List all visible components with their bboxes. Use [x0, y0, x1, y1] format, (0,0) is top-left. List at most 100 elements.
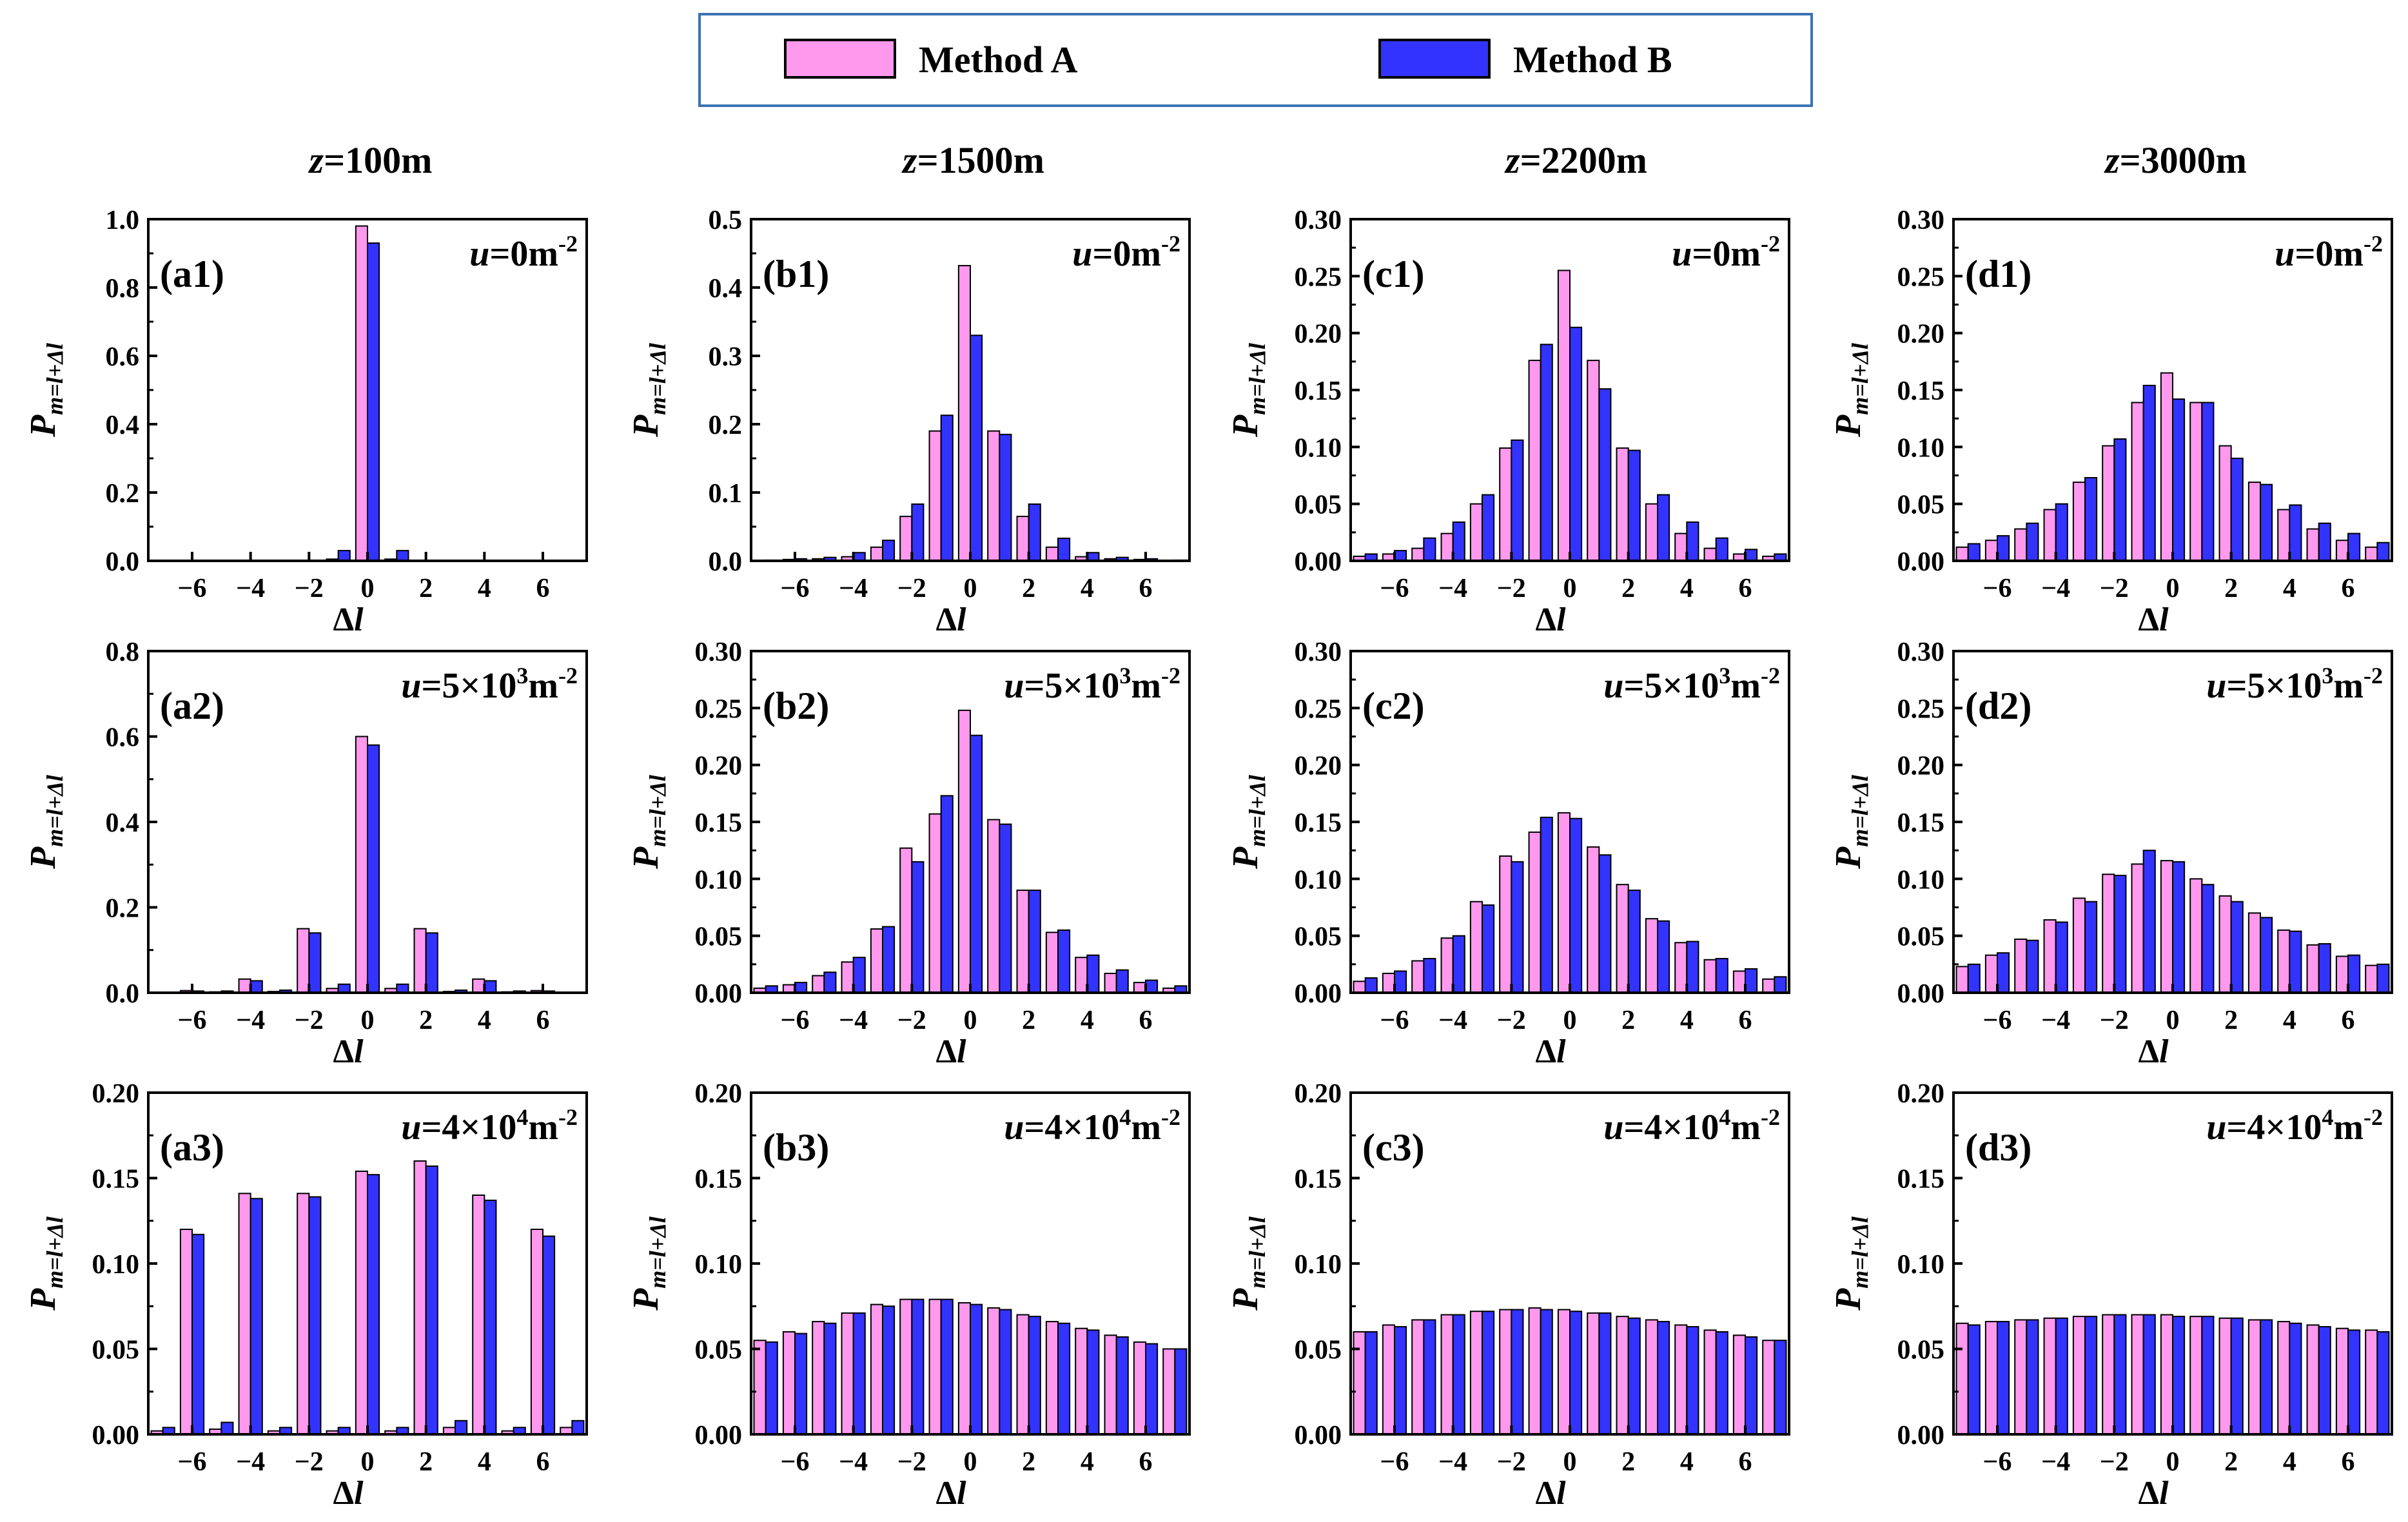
bar-method-b	[1627, 1317, 1641, 1436]
bar-method-b	[425, 1165, 438, 1435]
panel-annotation: u=5×103m-2	[1603, 663, 1780, 706]
x-axis-label-symbol: Δ	[2138, 601, 2159, 638]
bar-method-b	[396, 550, 409, 561]
bar-method-b	[1394, 1326, 1407, 1436]
annotation-var: u	[2275, 234, 2295, 274]
bar-method-b	[1115, 1336, 1129, 1435]
bar-method-b	[940, 415, 954, 561]
panel-annotation: u=0m-2	[2275, 231, 2383, 274]
bar-method-a	[2335, 1327, 2349, 1435]
annotation-unit: m	[1131, 666, 1161, 706]
panels: 0.0 0.2 0.4 0.6 0.8 1.0 −6 −4 −2 0 2 4 6 Δl Pm=l+Δl (a1…	[23, 206, 2393, 1512]
bar-method-b	[308, 1196, 322, 1436]
y-tick-label: 0.2	[106, 479, 140, 509]
x-tick-label: 6	[1739, 1006, 1752, 1035]
y-tick-label: 0.25	[1295, 262, 1342, 292]
bar-method-a	[1016, 516, 1030, 561]
bar-method-b	[2113, 1314, 2127, 1435]
bar-method-b	[2084, 1316, 2098, 1436]
bar-method-b	[1057, 929, 1071, 993]
bar-method-b	[2376, 963, 2390, 993]
panel-label: (c1)	[1362, 253, 1425, 295]
x-axis-label-var: l	[1556, 1475, 1566, 1512]
x-tick-label: −4	[236, 1447, 265, 1477]
bar-method-b	[2230, 458, 2244, 561]
bar-method-b	[1511, 439, 1524, 561]
y-tick-label: 0.10	[1897, 433, 1945, 463]
bar-method-a	[1955, 1322, 1969, 1435]
x-tick-label: −2	[897, 1006, 926, 1035]
bar-method-b	[2201, 1316, 2215, 1436]
x-tick-label: 2	[1022, 1006, 1035, 1035]
annotation-unit-exponent: -2	[1161, 231, 1180, 257]
x-axis-label-var: l	[1556, 1033, 1566, 1070]
bar-method-a	[1133, 1341, 1146, 1435]
x-tick-label: 4	[478, 1447, 491, 1477]
y-tick-label: 0.25	[1295, 694, 1342, 724]
bar-method-b	[191, 1233, 205, 1435]
bar-method-a	[1075, 957, 1088, 993]
x-tick-label: −2	[897, 574, 926, 603]
bar-method-b	[2055, 503, 2068, 561]
x-axis-label: Δl	[2138, 1475, 2169, 1512]
y-tick-label: 0.0	[106, 547, 140, 577]
column-title-var: z	[901, 139, 917, 181]
annotation-text: =0m	[1692, 234, 1761, 274]
bar-method-b	[1394, 970, 1407, 994]
x-tick-label: 2	[1621, 1006, 1635, 1035]
bar-method-b	[1540, 1309, 1553, 1436]
bar-method-a	[1762, 1340, 1776, 1435]
bar-method-b	[1540, 344, 1553, 562]
bar-method-b	[425, 932, 438, 993]
y-axis-label-subscript: m=l+Δl	[645, 343, 671, 415]
x-axis-label: Δl	[333, 1033, 364, 1070]
bar-method-a	[2365, 964, 2378, 993]
x-tick-label: 2	[419, 1447, 433, 1477]
bar-method-b	[2318, 522, 2331, 562]
annotation-exponent: 4	[516, 1104, 528, 1130]
x-axis-label-symbol: Δ	[333, 1033, 354, 1070]
x-tick-label: −2	[2100, 574, 2129, 603]
y-axis-label-base: P	[1828, 415, 1868, 438]
bar-method-b	[484, 1199, 497, 1435]
bar-method-a	[2247, 482, 2262, 561]
x-tick-label: 4	[2283, 574, 2296, 603]
annotation-unit-exponent: -2	[1161, 663, 1180, 688]
x-tick-label: −2	[897, 1447, 926, 1477]
bar-method-b	[882, 926, 896, 994]
bar-method-b	[794, 1332, 808, 1435]
y-axis-label-subscript: m=l+Δl	[645, 775, 671, 847]
x-axis-label-var: l	[2159, 1475, 2169, 1512]
bar-method-a	[2160, 860, 2174, 993]
y-tick-label: 0.00	[1295, 547, 1342, 577]
bar-method-a	[2189, 878, 2203, 993]
bar-method-b	[1715, 958, 1728, 993]
bar-method-b	[1745, 549, 1758, 562]
bar-method-b	[1452, 935, 1465, 994]
bar-method-b	[1145, 1343, 1159, 1436]
bar-method-a	[1133, 982, 1146, 993]
y-tick-label: 1.0	[106, 206, 140, 235]
y-tick-label: 0.00	[1897, 547, 1945, 577]
y-tick-label: 0.00	[92, 1421, 140, 1450]
annotation-unit: m	[1730, 666, 1761, 706]
x-tick-label: 4	[1081, 1447, 1094, 1477]
x-tick-label: 0	[361, 574, 375, 603]
bar-method-a	[928, 813, 942, 993]
annotation-exponent: 3	[1719, 663, 1730, 688]
bar-method-b	[2230, 901, 2244, 994]
bar-method-a	[870, 546, 883, 561]
annotation-unit-exponent: -2	[1761, 663, 1780, 688]
bar-method-a	[957, 1302, 971, 1435]
y-tick-label: 0.20	[1295, 752, 1342, 781]
bar-method-b	[1627, 890, 1641, 993]
panel-label: (a3)	[160, 1126, 224, 1169]
bar-method-b	[2026, 1319, 2039, 1435]
panel-a2: 0.0 0.2 0.4 0.6 0.8 −6 −4 −2 0 2 4 6 Δl Pm=l+Δl (a2) u=…	[23, 638, 588, 1070]
bar-method-b	[911, 1298, 925, 1436]
bar-method-b	[2113, 875, 2127, 994]
annotation-text: =0m	[489, 234, 558, 274]
bar-method-a	[1045, 932, 1059, 993]
y-tick-label: 0.15	[1897, 376, 1945, 406]
bar-method-a	[1045, 1321, 1059, 1436]
